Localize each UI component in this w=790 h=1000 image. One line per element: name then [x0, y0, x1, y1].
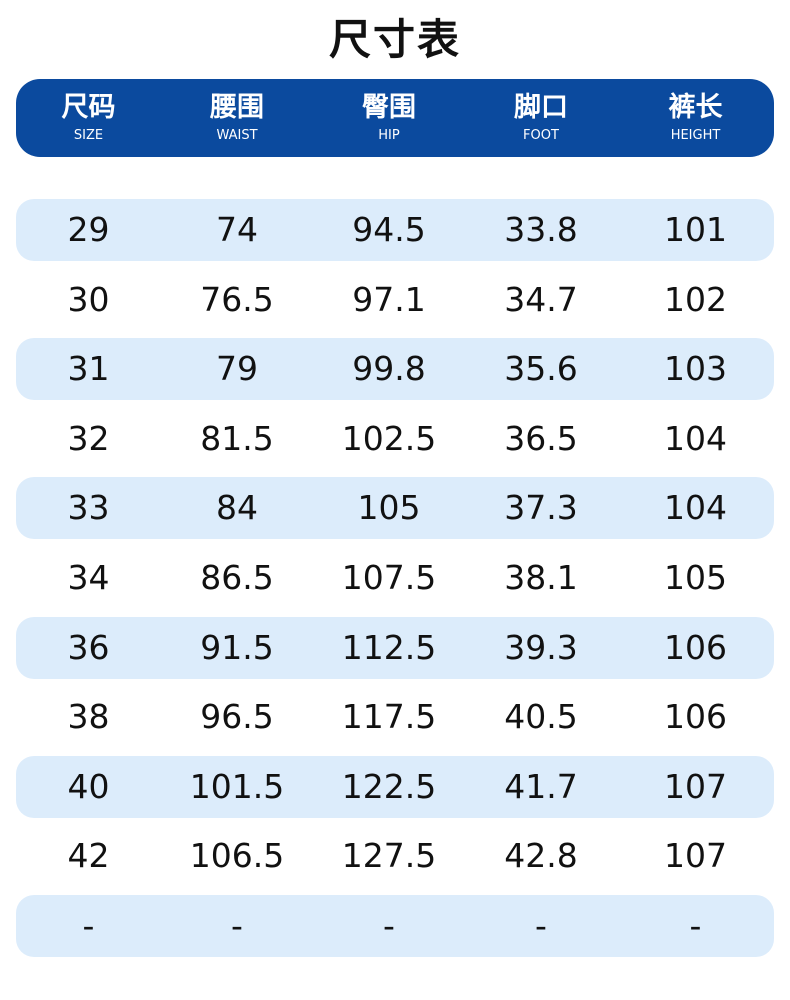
cell-waist: 91.5 [200, 627, 274, 667]
cell-height: - [689, 905, 702, 945]
cell-size: 30 [67, 279, 110, 319]
cell-hip: 97.1 [352, 279, 426, 319]
cell-hip: 105 [357, 488, 421, 528]
cell-foot: 33.8 [504, 210, 578, 249]
cell-hip: 112.5 [341, 627, 437, 667]
column-header-sublabel: SIZE [73, 128, 104, 143]
cell-size: 31 [67, 349, 110, 389]
cell-foot: 40.5 [504, 697, 578, 737]
cell-foot: 42.8 [504, 836, 578, 876]
table-row: 31 79 99.8 35.6 103 [16, 338, 774, 401]
table-header: 尺码 SIZE 腰围 WAIST 臀围 HIP 脚口 FOOT 裤长 HEIGH… [16, 79, 774, 157]
cell-foot: 39.3 [504, 627, 578, 667]
column-header-label: 裤长 [668, 92, 723, 123]
table-row: 34 86.5 107.5 38.1 105 [16, 547, 774, 609]
column-header-label: 臀围 [362, 92, 416, 123]
cell-height: 104 [664, 488, 727, 528]
cell-waist: - [231, 905, 243, 945]
cell-waist: 74 [216, 210, 258, 249]
table-row: 33 84 105 37.3 104 [16, 477, 774, 540]
table-row: 38 96.5 117.5 40.5 106 [16, 686, 774, 748]
cell-height: 106 [664, 627, 727, 667]
cell-waist: 84 [216, 488, 258, 528]
cell-size: 34 [67, 557, 110, 597]
column-header-height: 裤长 HEIGHT [617, 79, 774, 157]
cell-height: 106 [664, 697, 727, 737]
cell-size: 42 [67, 836, 110, 876]
table-row: 40 101.5 122.5 41.7 107 [16, 755, 774, 818]
table-row: 42 106.5 127.5 42.8 107 [16, 825, 774, 887]
column-header-size: 尺码 SIZE [16, 79, 161, 157]
cell-height: 101 [664, 210, 727, 249]
cell-hip: 94.5 [352, 210, 426, 249]
table-row: 30 76.5 97.1 34.7 102 [16, 269, 774, 331]
cell-foot: 41.7 [504, 766, 578, 806]
cell-foot: 35.6 [504, 349, 578, 389]
cell-foot: 37.3 [504, 488, 578, 528]
cell-height: 103 [664, 349, 727, 389]
cell-waist: 106.5 [189, 836, 285, 876]
cell-hip: 117.5 [341, 697, 437, 737]
cell-waist: 86.5 [200, 557, 274, 597]
cell-size: 40 [67, 766, 110, 806]
cell-hip: 102.5 [341, 418, 437, 458]
cell-height: 102 [664, 279, 727, 319]
cell-hip: 122.5 [341, 766, 437, 806]
table-row: 36 91.5 112.5 39.3 106 [16, 616, 774, 679]
cell-size: 29 [67, 210, 110, 249]
cell-height: 107 [664, 766, 727, 806]
column-header-sublabel: HEIGHT [670, 128, 721, 143]
cell-hip: 99.8 [352, 349, 426, 389]
cell-size: 33 [67, 488, 110, 528]
column-header-waist: 腰围 WAIST [161, 79, 313, 157]
table-row: 32 81.5 102.5 36.5 104 [16, 408, 774, 470]
column-header-label: 脚口 [514, 92, 568, 123]
cell-foot: 38.1 [504, 557, 578, 597]
cell-waist: 79 [216, 349, 258, 389]
column-header-hip: 臀围 HIP [313, 79, 465, 157]
cell-height: 105 [664, 557, 727, 597]
table-row: 29 74 94.5 33.8 101 [16, 199, 774, 261]
cell-hip: 127.5 [341, 836, 437, 876]
cell-height: 104 [664, 418, 727, 458]
cell-waist: 81.5 [200, 418, 274, 458]
column-header-foot: 脚口 FOOT [465, 79, 617, 157]
cell-waist: 76.5 [200, 279, 274, 319]
cell-size: 32 [67, 418, 110, 458]
cell-size: 36 [67, 627, 110, 667]
cell-size: 38 [67, 697, 110, 737]
size-table-body: 29 74 94.5 33.8 101 30 76.5 97.1 34.7 102 31 79 99.8… [16, 199, 774, 965]
cell-size: - [82, 905, 95, 945]
cell-hip: - [383, 905, 395, 945]
cell-height: 107 [664, 836, 727, 876]
cell-hip: 107.5 [341, 557, 437, 597]
page-title: 尺寸表 [328, 15, 461, 64]
cell-foot: 34.7 [504, 279, 578, 319]
column-header-sublabel: HIP [378, 128, 400, 143]
column-header-sublabel: FOOT [523, 128, 559, 143]
cell-waist: 96.5 [200, 697, 274, 737]
cell-foot: 36.5 [504, 418, 578, 458]
column-header-label: 尺码 [61, 92, 116, 123]
cell-foot: - [535, 905, 547, 945]
table-row: ----- [16, 894, 774, 957]
column-header-sublabel: WAIST [216, 128, 258, 143]
cell-waist: 101.5 [189, 766, 285, 806]
column-header-label: 腰围 [210, 92, 264, 123]
